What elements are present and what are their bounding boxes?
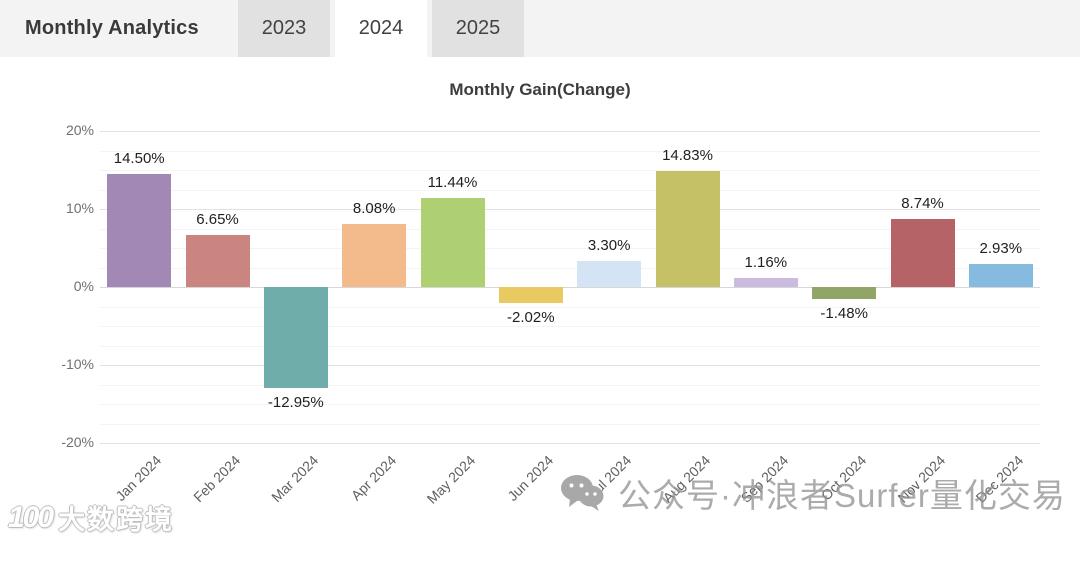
bar-may-2024[interactable] [420, 197, 485, 287]
y-axis-tick-label: -10% [61, 356, 94, 372]
bar-dec-2024[interactable] [968, 264, 1033, 287]
gridline-minor [100, 189, 1040, 191]
y-axis-tick-label: -20% [61, 434, 94, 450]
gridline-major [100, 131, 1040, 132]
bar-value-label: 3.30% [587, 237, 631, 255]
bar-value-label: 6.65% [196, 211, 239, 229]
bar-apr-2024[interactable] [342, 224, 407, 287]
bar-value-label: -12.95% [267, 394, 324, 411]
gridline-minor [100, 267, 1040, 269]
gridline-minor [100, 345, 1040, 347]
gridline-minor [100, 384, 1040, 386]
bar-jun-2024[interactable] [498, 287, 563, 303]
tab-2025[interactable]: 2025 [432, 0, 524, 57]
bar-mar-2024[interactable] [263, 287, 328, 388]
header-bar: Monthly Analytics 2023 2024 2025 [0, 0, 1080, 57]
bar-sep-2024[interactable] [733, 278, 798, 287]
bar-chart: 20% 10% 0% -10% -20% 14.50% Jan 2024 6.65% Feb 2… [61, 122, 1040, 507]
gridline-minor [100, 404, 1040, 405]
bar-value-label: 14.83% [662, 147, 713, 165]
gridline-minor [100, 423, 1040, 425]
year-tabs: 2023 2024 2025 [238, 0, 524, 57]
bar-value-label: 11.44% [427, 173, 478, 191]
bar-jul-2024[interactable] [577, 261, 642, 287]
bar-value-label: -2.02% [507, 308, 555, 326]
gridline-minor [100, 150, 1040, 152]
bar-jan-2024[interactable] [107, 173, 172, 287]
gridline-minor [100, 248, 1040, 249]
bar-value-label: 2.93% [979, 240, 1023, 258]
gridline-major [100, 209, 1040, 210]
gridline-minor [100, 326, 1040, 327]
y-axis-tick-label: 10% [65, 200, 94, 216]
chart-title: Monthly Gain(Change) [449, 80, 631, 99]
gridline-major [100, 287, 1040, 288]
bar-oct-2024[interactable] [812, 287, 877, 299]
bar-feb-2024[interactable] [185, 235, 250, 287]
y-axis-tick-label: 20% [65, 122, 94, 138]
bar-value-label: 8.74% [901, 194, 944, 212]
bar-value-label: -1.48% [820, 304, 868, 322]
bar-value-label: 14.50% [113, 149, 165, 167]
bar-nov-2024[interactable] [890, 218, 955, 287]
gridline-minor [100, 228, 1040, 230]
bar-value-label: 1.16% [744, 254, 788, 271]
page-title: Monthly Analytics [25, 17, 199, 39]
gridline-minor [100, 306, 1040, 308]
bar-value-label: 8.08% [352, 200, 396, 217]
bar-aug-2024[interactable] [655, 171, 720, 287]
gridline-major [100, 443, 1040, 444]
tab-2023[interactable]: 2023 [238, 0, 330, 57]
y-axis-tick-label: 0% [73, 278, 94, 294]
gridline-minor [100, 170, 1040, 171]
gridline-major [100, 365, 1040, 366]
tab-2024[interactable]: 2024 [335, 0, 427, 57]
